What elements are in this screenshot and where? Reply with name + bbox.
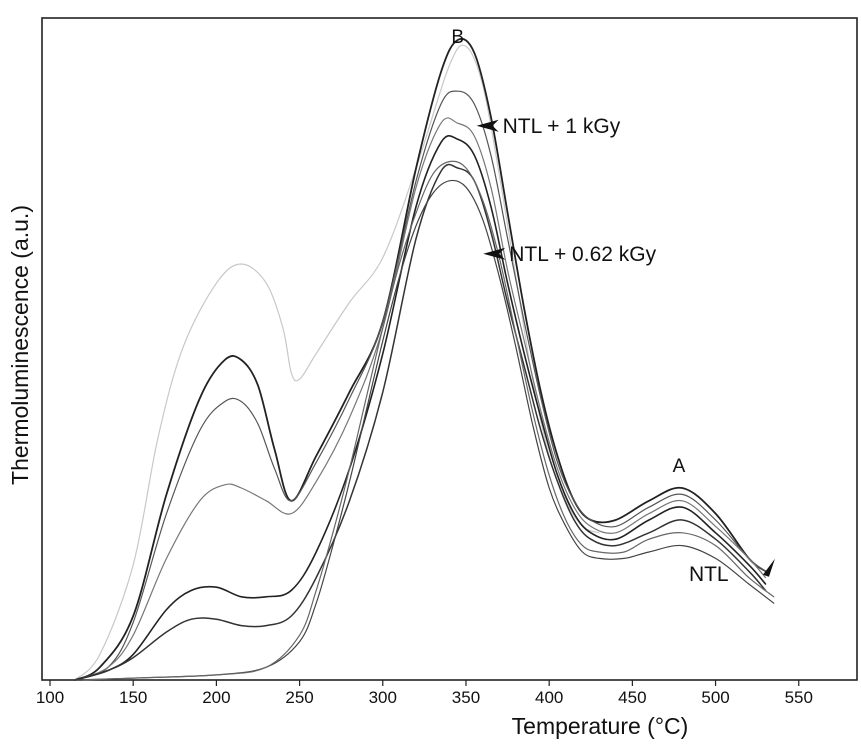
peak-label: B xyxy=(451,27,464,48)
annotation-arrow-4 xyxy=(483,247,506,260)
x-tick-label: 300 xyxy=(369,688,397,707)
annotation-label: NTL + 0.62 kGy xyxy=(509,243,656,266)
y-axis-title: Thermoluminescence (a.u.) xyxy=(7,205,33,485)
x-ticks-group: 100 150 200 250 300 350 400 450 500 550 xyxy=(36,680,813,707)
x-tick-label: 450 xyxy=(618,688,646,707)
series-line-7 xyxy=(74,179,775,681)
peak-label: A xyxy=(673,456,686,477)
curves-group xyxy=(74,37,775,681)
series-line-5 xyxy=(74,135,767,681)
x-tick-label: 250 xyxy=(285,688,313,707)
annotation-label: NTL + 1 kGy xyxy=(503,115,621,138)
x-tick-label: 200 xyxy=(202,688,230,707)
annotation-arrow-5 xyxy=(762,558,775,577)
annotation-arrow-3 xyxy=(476,119,499,132)
series-line-6 xyxy=(74,163,767,681)
series-line-2 xyxy=(74,37,767,681)
x-tick-label: 550 xyxy=(785,688,813,707)
annotation-label: NTL xyxy=(689,563,729,586)
series-line-8 xyxy=(82,160,775,681)
x-tick-label: 350 xyxy=(452,688,480,707)
x-tick-label: 100 xyxy=(36,688,64,707)
plot-frame xyxy=(41,17,858,681)
series-line-3 xyxy=(74,90,767,681)
series-line-4 xyxy=(74,117,767,681)
x-axis-title: Temperature (°C) xyxy=(512,713,689,739)
annotations-group: B A NTL + 1 kGy NTL + 0.62 kGy NTL xyxy=(451,27,775,586)
x-tick-label: 150 xyxy=(119,688,147,707)
x-tick-label: 400 xyxy=(535,688,563,707)
x-tick-label: 500 xyxy=(701,688,729,707)
